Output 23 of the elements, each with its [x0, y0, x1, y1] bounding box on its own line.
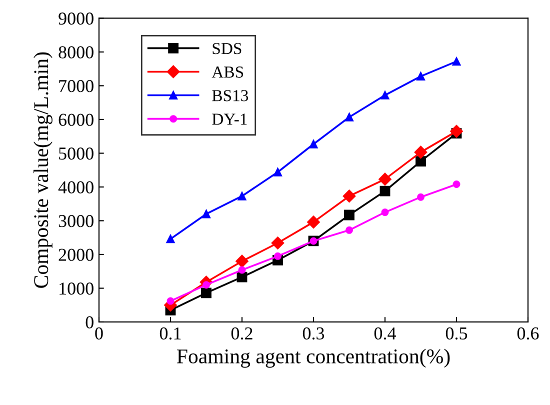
- x-tick-label: 0.3: [302, 327, 324, 340]
- x-axis-title: Foaming agent concentration(%): [176, 348, 450, 368]
- x-tick-label: 0.5: [446, 327, 468, 340]
- y-tick-label: 3000: [58, 214, 94, 228]
- y-tick-label: 0: [86, 316, 94, 328]
- y-tick-label: 5000: [59, 147, 94, 160]
- y-tick-label: 8000: [58, 46, 94, 58]
- x-tick-label: 0: [95, 327, 103, 340]
- y-tick-label: 1000: [60, 282, 94, 295]
- legend-label: BS13: [212, 90, 248, 102]
- legend-label: SDS: [212, 42, 242, 54]
- x-tick-label: 0.4: [374, 327, 396, 340]
- y-axis-title: Composite value(mg/L.min): [34, 52, 52, 288]
- x-tick-label: 0.6: [517, 327, 539, 340]
- y-tick-label: 7000: [59, 80, 94, 92]
- x-tick-label: 0.1: [160, 327, 181, 340]
- legend-label: ABS: [212, 66, 244, 78]
- x-tick-label: 0.2: [231, 327, 252, 340]
- legend-label: DY-1: [212, 114, 247, 125]
- y-tick-label: 6000: [58, 114, 94, 126]
- y-tick-label: 2000: [58, 248, 94, 261]
- y-tick-label: 4000: [58, 181, 94, 194]
- y-tick-label: 9000: [58, 12, 94, 25]
